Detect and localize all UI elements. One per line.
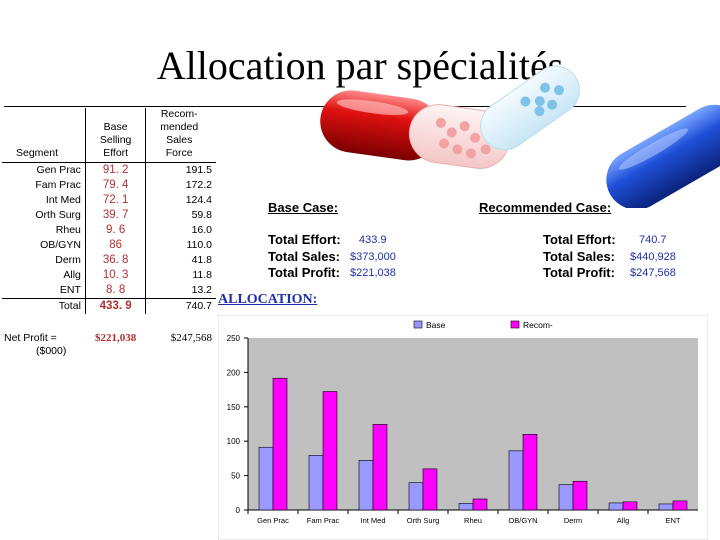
capsules-image: [320, 65, 720, 208]
y-tick-label: 250: [227, 334, 241, 343]
recommended-case-panel: Recommended Case: Total Effort: 740.7 To…: [479, 200, 709, 280]
x-tick-label: Derm: [564, 516, 582, 525]
bar-base-gen-prac: [258, 446, 274, 511]
bar-recom-gen-prac: [272, 377, 288, 511]
bar-recom-rheu: [472, 498, 488, 511]
recommended-force-header: Recom-mended Sales Force: [145, 108, 216, 163]
base-case-panel: Base Case: Total Effort: 433.9 Total Sal…: [268, 200, 468, 280]
bar-recom-fam-prac: [322, 391, 338, 511]
base-effort-label: Total Effort:: [268, 232, 341, 247]
base-case-heading: Base Case:: [268, 200, 339, 215]
bar-base-rheu: [458, 503, 474, 511]
x-tick-label: Allg: [617, 516, 630, 525]
base-profit-value: $221,038: [350, 267, 396, 279]
bar-base-ent: [658, 503, 674, 511]
bar-base-fam-prac: [308, 455, 324, 511]
x-tick-label: Gen Prac: [257, 516, 289, 525]
y-tick-label: 150: [227, 403, 241, 412]
table-row: Rheu 9. 6 16.0: [2, 223, 216, 238]
rec-profit-value: $247,568: [630, 267, 676, 279]
bar-base-orth-surg: [408, 482, 424, 511]
allocation-bar-chart: 0 50 100 150 200 250 Gen Prac Fam Prac Int Med Or…: [218, 315, 708, 540]
table-row: Derm 36. 8 41.8: [2, 253, 216, 268]
table-row: Allg 10. 3 11.8: [2, 268, 216, 283]
total-row: Total 433. 9 740.7: [2, 298, 216, 314]
bar-base-allg: [608, 502, 624, 511]
rec-profit-label: Total Profit:: [543, 265, 615, 280]
table-row: ENT 8. 8 13.2: [2, 283, 216, 299]
x-tick-label: Rheu: [464, 516, 482, 525]
rec-effort-value: 740.7: [639, 234, 667, 246]
y-tick-label: 0: [236, 506, 241, 515]
legend-swatch: [413, 320, 423, 329]
net-profit-row: Net Profit = ($000) $221,038 $247,568: [4, 332, 212, 357]
rec-sales-value: $440,928: [630, 251, 676, 263]
table-row: Int Med 72. 1 124.4: [2, 193, 216, 208]
segment-table: Segment Base Selling Effort Recom-mended S…: [2, 108, 216, 358]
bar-recom-derm: [572, 480, 588, 511]
table-row: Orth Surg 39. 7 59.8: [2, 208, 216, 223]
legend-entry: Base: [426, 320, 446, 330]
x-tick-label: Fam Prac: [307, 516, 340, 525]
allocation-label: ALLOCATION:: [218, 292, 318, 307]
bar-recom-allg: [622, 501, 638, 511]
table-row: Gen Prac 91. 2 191.5: [2, 162, 216, 178]
base-profit-label: Total Profit:: [268, 265, 340, 280]
bar-recom-orth-surg: [422, 468, 438, 511]
rec-sales-label: Total Sales:: [543, 249, 616, 264]
bar-recom-ent: [672, 500, 688, 511]
x-tick-label: OB/GYN: [508, 516, 537, 525]
x-tick-label: Int Med: [360, 516, 385, 525]
legend-entry: Recom-: [523, 320, 553, 330]
rec-effort-label: Total Effort:: [543, 232, 616, 247]
base-effort-value: 433.9: [359, 234, 387, 246]
y-tick-label: 100: [227, 437, 241, 446]
x-tick-label: ENT: [666, 516, 681, 525]
base-sales-value: $373,000: [350, 251, 396, 263]
x-tick-label: Orth Surg: [407, 516, 440, 525]
legend-swatch: [510, 320, 520, 329]
recommended-case-heading: Recommended Case:: [479, 200, 612, 215]
table-row: OB/GYN 86 110.0: [2, 238, 216, 253]
base-sales-label: Total Sales:: [268, 249, 341, 264]
y-tick-label: 200: [227, 368, 241, 377]
bar-recom-int-med: [372, 424, 388, 511]
bar-base-derm: [558, 484, 574, 511]
table-row: Fam Prac 79. 4 172.2: [2, 178, 216, 193]
bar-base-ob-gyn: [508, 450, 524, 511]
bar-recom-ob-gyn: [522, 434, 538, 511]
segment-header: Segment: [2, 108, 86, 163]
y-tick-label: 50: [231, 472, 240, 481]
base-effort-header: Base Selling Effort: [85, 108, 147, 163]
page-title: Allocation par spécialités: [156, 43, 564, 88]
bar-base-int-med: [358, 460, 374, 511]
